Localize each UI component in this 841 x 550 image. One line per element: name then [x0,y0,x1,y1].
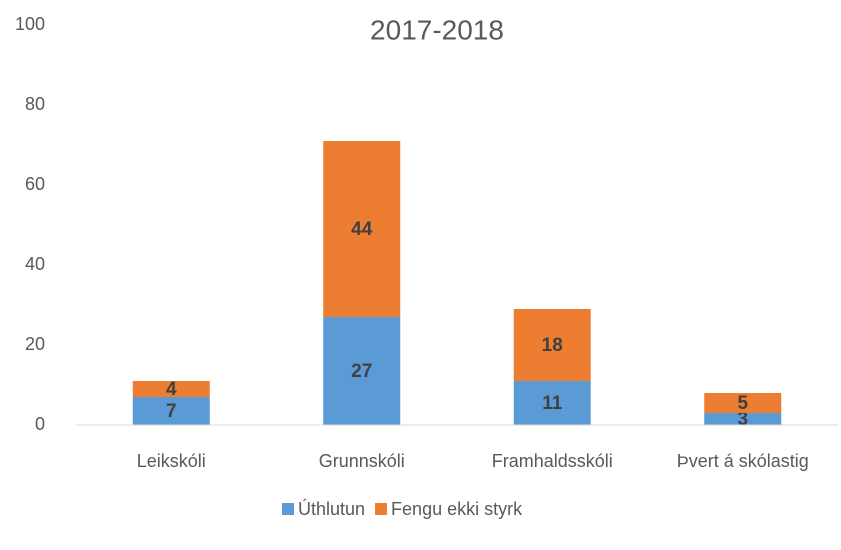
legend-label: Úthlutun [298,498,365,519]
legend-swatch [375,503,388,515]
x-tick-label: Þvert á skólastig [677,451,809,471]
bar-segment [704,413,782,425]
y-tick-label: 40 [25,254,45,274]
x-tick-label: Framhaldsskóli [492,451,613,471]
bar-segment [132,381,210,397]
data-label: 27 [351,361,372,382]
bar-segment [323,141,401,317]
bar-segment [513,381,591,425]
bar-segment [132,397,210,425]
legend-label: Fengu ekki styrk [391,499,523,519]
y-tick-label: 80 [25,94,45,114]
bar-segment [323,317,401,425]
x-tick-label: Leikskóli [137,451,206,471]
data-label: 44 [351,219,373,240]
data-label: 7 [166,401,177,422]
data-label: 18 [542,335,563,356]
legend-swatch [282,503,294,515]
bar-segment [704,393,782,413]
data-label: 5 [737,393,748,414]
y-tick-label: 100 [15,14,45,34]
x-tick-label: Grunnskóli [319,451,405,471]
bar-segment [513,309,591,381]
chart-title: 2017-2018 [370,14,504,45]
data-label: 11 [542,393,563,414]
data-label: 4 [166,379,177,400]
y-tick-label: 0 [35,414,45,434]
y-tick-label: 20 [25,334,45,354]
data-label: 3 [737,409,748,430]
y-tick-label: 60 [25,174,45,194]
